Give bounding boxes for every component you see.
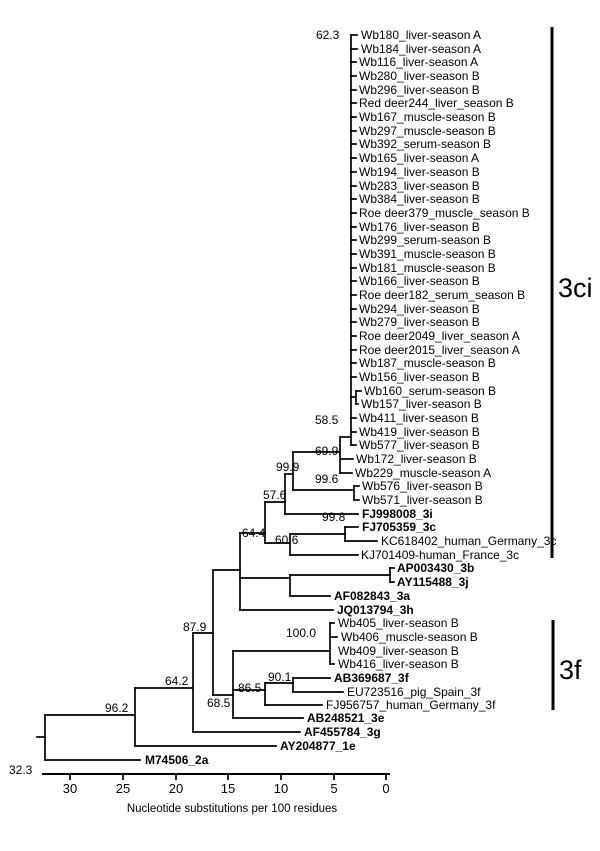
taxon-label: Wb180_liver-season A bbox=[361, 28, 481, 42]
taxon-label: Wb419_liver-season B bbox=[359, 425, 480, 439]
taxon-label: AY115488_3j bbox=[397, 575, 469, 589]
tree-branches bbox=[36, 34, 395, 761]
clade-label: 3f bbox=[559, 655, 582, 685]
taxon-label: Wb280_liver-season B bbox=[359, 69, 480, 83]
taxon-label: Wb297_muscle-season B bbox=[359, 124, 496, 138]
axis-tick-label: 0 bbox=[382, 781, 389, 796]
axis-tick-label: 10 bbox=[274, 781, 288, 796]
taxon-label: AF455784_3g bbox=[304, 725, 381, 739]
taxon-label: Wb299_serum-season B bbox=[359, 233, 491, 247]
taxon-label: Wb156_liver-season B bbox=[359, 370, 480, 384]
axis-tick-label: 25 bbox=[116, 781, 130, 796]
taxon-label: Wb165_liver-season A bbox=[359, 151, 479, 165]
taxon-label: AF082843_3a bbox=[334, 589, 410, 603]
taxon-label: Wb157_liver-season B bbox=[361, 397, 482, 411]
bootstrap-value-label: 99.8 bbox=[322, 510, 346, 524]
bootstrap-value-label: 96.2 bbox=[105, 701, 129, 715]
clade-bars: 3ci 3f bbox=[550, 27, 593, 710]
taxon-label: Wb184_liver-season A bbox=[361, 42, 481, 56]
bootstrap-value-label: 68.5 bbox=[207, 696, 231, 710]
taxon-label: Wb160_serum-season B bbox=[364, 384, 496, 398]
bootstrap-value-label: 64.2 bbox=[165, 674, 189, 688]
bootstrap-value-label: 86.5 bbox=[238, 681, 262, 695]
taxon-label: Roe deer2015_liver_season A bbox=[359, 343, 520, 357]
bootstrap-value-label: 99.6 bbox=[315, 472, 339, 486]
taxon-label: Wb229_muscle-season A bbox=[355, 466, 491, 480]
bootstrap-value-label: 100.0 bbox=[286, 626, 316, 640]
bootstrap-value-label: 87.9 bbox=[183, 620, 207, 634]
taxon-label: Wb406_muscle-season B bbox=[341, 630, 478, 644]
taxon-label: Wb391_muscle-season B bbox=[359, 247, 496, 261]
taxon-label: Wb576_liver-season B bbox=[362, 479, 483, 493]
taxon-label: Wb172_liver-season B bbox=[356, 452, 477, 466]
taxon-label: FJ705359_3c bbox=[362, 520, 436, 534]
scale-axis: 30 25 20 15 10 5 0 bbox=[42, 773, 390, 796]
taxon-label: Wb411_liver-season B bbox=[359, 411, 479, 425]
bootstrap-value-label: 58.5 bbox=[315, 413, 339, 427]
taxon-label: FJ998008_3i bbox=[362, 507, 433, 521]
taxon-label: EU723516_pig_Spain_3f bbox=[347, 685, 481, 699]
taxon-label: AB248521_3e bbox=[307, 711, 385, 725]
taxon-label: Roe deer182_serum_season B bbox=[359, 288, 525, 302]
taxon-label: Wb279_liver-season B bbox=[359, 315, 480, 329]
taxon-label: AB369687_3f bbox=[334, 671, 410, 685]
taxon-label: KC618402_human_Germany_3c bbox=[381, 534, 556, 548]
taxon-label: Wb194_liver-season B bbox=[359, 165, 480, 179]
taxon-label: Roe deer379_muscle_season B bbox=[359, 206, 530, 220]
taxon-label: Wb187_muscle-season B bbox=[359, 356, 496, 370]
bootstrap-labels: 62.3 58.5 69.9 99.9 99.6 57.6 64.4 60.6 99.8 87.9… bbox=[9, 28, 346, 777]
bootstrap-value-label: 32.3 bbox=[9, 763, 33, 777]
axis-tick-label: 20 bbox=[169, 781, 183, 796]
bootstrap-value-label: 90.1 bbox=[268, 670, 292, 684]
taxon-label: Wb176_liver-season B bbox=[359, 220, 480, 234]
axis-tick-label: 5 bbox=[330, 781, 337, 796]
bootstrap-value-label: 62.3 bbox=[316, 28, 340, 42]
taxon-label: Wb283_liver-season B bbox=[359, 179, 480, 193]
taxon-label: Wb384_liver-season B bbox=[359, 192, 480, 206]
taxon-label: Wb166_liver-season B bbox=[359, 274, 480, 288]
taxon-label: M74506_2a bbox=[145, 753, 209, 767]
taxon-label: AY204877_1e bbox=[280, 739, 356, 753]
taxon-label: Red deer244_liver_season B bbox=[359, 96, 514, 110]
clade-label: 3ci bbox=[558, 273, 593, 303]
taxon-label: Wb416_liver-season B bbox=[338, 657, 459, 671]
bootstrap-value-label: 99.9 bbox=[276, 460, 300, 474]
axis-title: Nucleotide substitutions per 100 residue… bbox=[127, 803, 338, 815]
taxon-label: Wb167_muscle-season B bbox=[359, 110, 496, 124]
taxon-label: Wb577_liver-season B bbox=[359, 438, 480, 452]
taxon-label: FJ956757_human_Germany_3f bbox=[326, 698, 496, 712]
bootstrap-value-label: 69.9 bbox=[315, 444, 339, 458]
taxon-label: Wb181_muscle-season B bbox=[359, 261, 496, 275]
axis-tick-label: 15 bbox=[221, 781, 235, 796]
taxon-label: Wb116_liver-season A bbox=[359, 55, 478, 69]
taxon-label: Wb409_liver-season B bbox=[338, 644, 459, 658]
taxon-label: KJ701409-human_France_3c bbox=[361, 548, 519, 562]
taxon-label: Roe deer2049_liver_season A bbox=[359, 329, 520, 343]
taxon-label: Wb571_liver-season B bbox=[362, 493, 483, 507]
taxon-label: JQ013794_3h bbox=[337, 603, 414, 617]
bootstrap-value-label: 57.6 bbox=[263, 488, 287, 502]
axis-tick-label: 30 bbox=[63, 781, 77, 796]
bootstrap-value-label: 60.6 bbox=[275, 533, 299, 547]
taxon-label: Wb296_liver-season B bbox=[359, 83, 480, 97]
taxon-label: Wb392_serum-season B bbox=[359, 137, 491, 151]
taxon-label: Wb405_liver-season B bbox=[338, 616, 459, 630]
taxon-label: Wb294_liver-season B bbox=[359, 302, 480, 316]
taxon-label: AP003430_3b bbox=[397, 561, 474, 575]
bootstrap-value-label: 64.4 bbox=[242, 526, 266, 540]
